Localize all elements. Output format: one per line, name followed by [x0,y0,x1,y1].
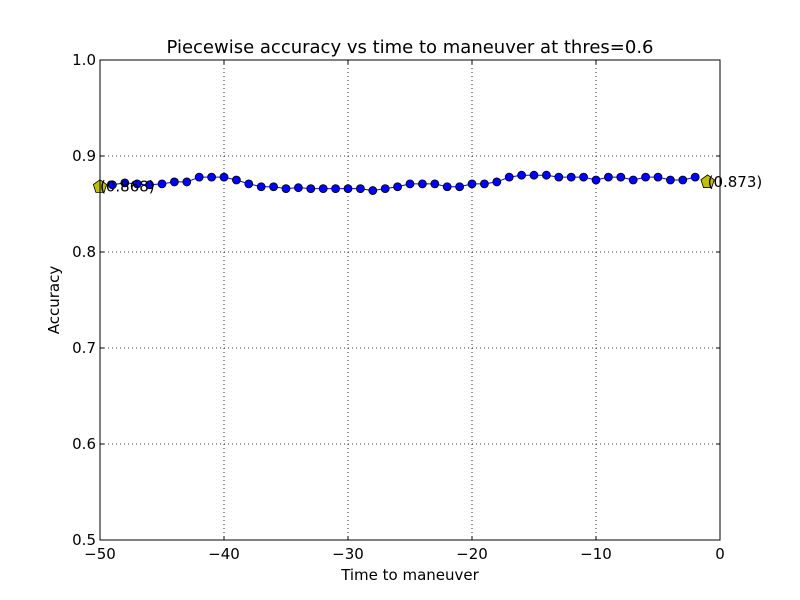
data-point [455,182,465,192]
data-point [145,180,155,190]
y-tick-label: 0.6 [72,435,96,453]
data-point [492,177,502,187]
grid [100,60,720,540]
data-point [666,175,675,185]
endpoint-marker [700,174,715,188]
x-tick-label: −40 [208,545,240,563]
data-point [529,170,539,180]
data-point [293,183,303,193]
x-tick-label: −10 [580,545,612,563]
data-point [628,175,638,185]
endpoint-label: (0.868) [100,178,155,196]
data-point [157,179,167,189]
data-point [479,179,489,189]
data-point [368,186,378,195]
data-point [566,172,576,182]
data-point [554,172,564,182]
data-point [355,184,365,194]
x-tick-label: −50 [84,545,116,563]
data-point [690,172,700,182]
data-point [380,184,390,194]
plot-frame [99,59,721,541]
data-point [616,172,626,182]
data-point [504,172,514,182]
data-point [405,179,415,189]
data-point [281,184,291,194]
data-point [182,177,192,187]
endpoints: (0.868) (0.873) [92,173,763,196]
data-point [219,172,229,182]
x-tick-label: −30 [332,545,364,563]
data-point [591,175,601,185]
y-tick-label: 0.8 [72,243,96,261]
data-point [231,175,241,185]
y-tick-label: 0.9 [72,147,96,165]
data-point [678,175,688,185]
data-point [132,179,142,189]
data-point [579,172,588,182]
x-axis-label: Time to maneuver [340,566,479,584]
data-point [331,184,341,194]
data-point [108,180,117,190]
y-axis-label: Accuracy [45,266,63,335]
data-point [120,178,130,188]
data-point [653,172,663,182]
data-point [442,182,452,192]
y-tick-label: 1.0 [72,51,96,69]
data-point [517,170,526,180]
x-tick-label: 0 [715,545,725,563]
data-point [306,184,316,194]
data-point [417,179,427,189]
data-point [256,182,266,192]
data-point [169,177,179,187]
data-point [194,172,204,182]
data-point [343,184,353,194]
endpoint-label: (0.873) [708,173,763,191]
data-point [430,179,440,189]
data-point [244,179,254,189]
data-point [207,172,217,182]
chart-title: Piecewise accuracy vs time to maneuver a… [166,37,653,58]
x-tick-label: −20 [456,545,488,563]
data-point [318,184,328,194]
y-tick-label: 0.5 [72,531,96,549]
data-point [467,179,477,189]
data-point [641,172,650,182]
data-point [393,182,403,192]
data-point [269,182,279,192]
data-point [604,172,613,182]
ticks: −50 −40 −30 −20 −10 0 0.5 0.6 0.7 0.8 0.9 1.0 [72,51,725,563]
y-tick-label: 0.7 [72,339,96,357]
data-point [542,170,551,180]
series [108,170,700,195]
